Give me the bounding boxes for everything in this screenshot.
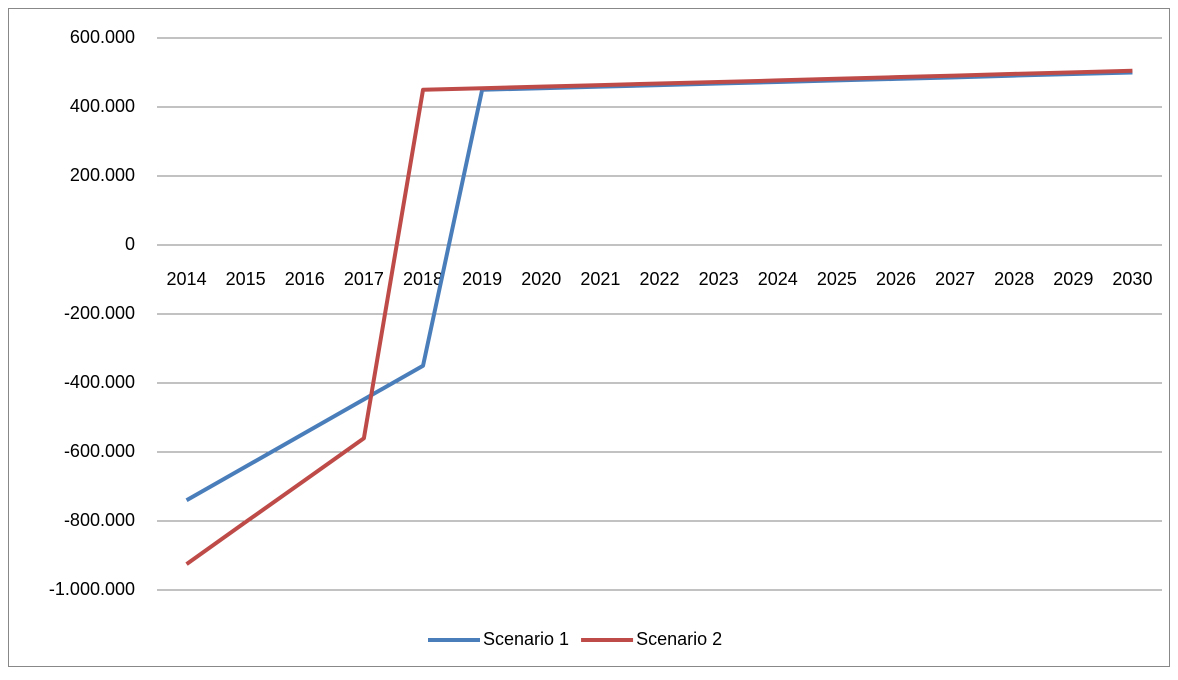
x-tick-label: 2017 xyxy=(344,269,384,289)
y-tick-label: 0 xyxy=(125,234,135,254)
y-tick-label: 200.000 xyxy=(70,165,135,185)
chart-border xyxy=(8,8,1170,667)
y-tick-label: -400.000 xyxy=(64,372,135,392)
x-tick-label: 2024 xyxy=(758,269,798,289)
x-tick-label: 2020 xyxy=(521,269,561,289)
y-tick-label: -600.000 xyxy=(64,441,135,461)
legend-label: Scenario 1 xyxy=(483,629,569,649)
y-tick-label: -200.000 xyxy=(64,303,135,323)
x-tick-label: 2019 xyxy=(462,269,502,289)
x-tick-label: 2029 xyxy=(1053,269,1093,289)
legend-label: Scenario 2 xyxy=(636,629,722,649)
x-tick-label: 2028 xyxy=(994,269,1034,289)
x-tick-label: 2014 xyxy=(167,269,207,289)
x-tick-label: 2023 xyxy=(699,269,739,289)
y-tick-label: -1.000.000 xyxy=(49,579,135,599)
x-tick-label: 2018 xyxy=(403,269,443,289)
x-tick-label: 2030 xyxy=(1112,269,1152,289)
series-line xyxy=(185,68,1133,566)
x-tick-label: 2015 xyxy=(226,269,266,289)
x-tick-label: 2016 xyxy=(285,269,325,289)
y-tick-label: 600.000 xyxy=(70,27,135,47)
x-tick-label: 2021 xyxy=(580,269,620,289)
y-tick-label: 400.000 xyxy=(70,96,135,116)
x-tick-label: 2026 xyxy=(876,269,916,289)
x-tick-label: 2025 xyxy=(817,269,857,289)
y-tick-label: -800.000 xyxy=(64,510,135,530)
x-tick-label: 2027 xyxy=(935,269,975,289)
x-tick-label: 2022 xyxy=(639,269,679,289)
